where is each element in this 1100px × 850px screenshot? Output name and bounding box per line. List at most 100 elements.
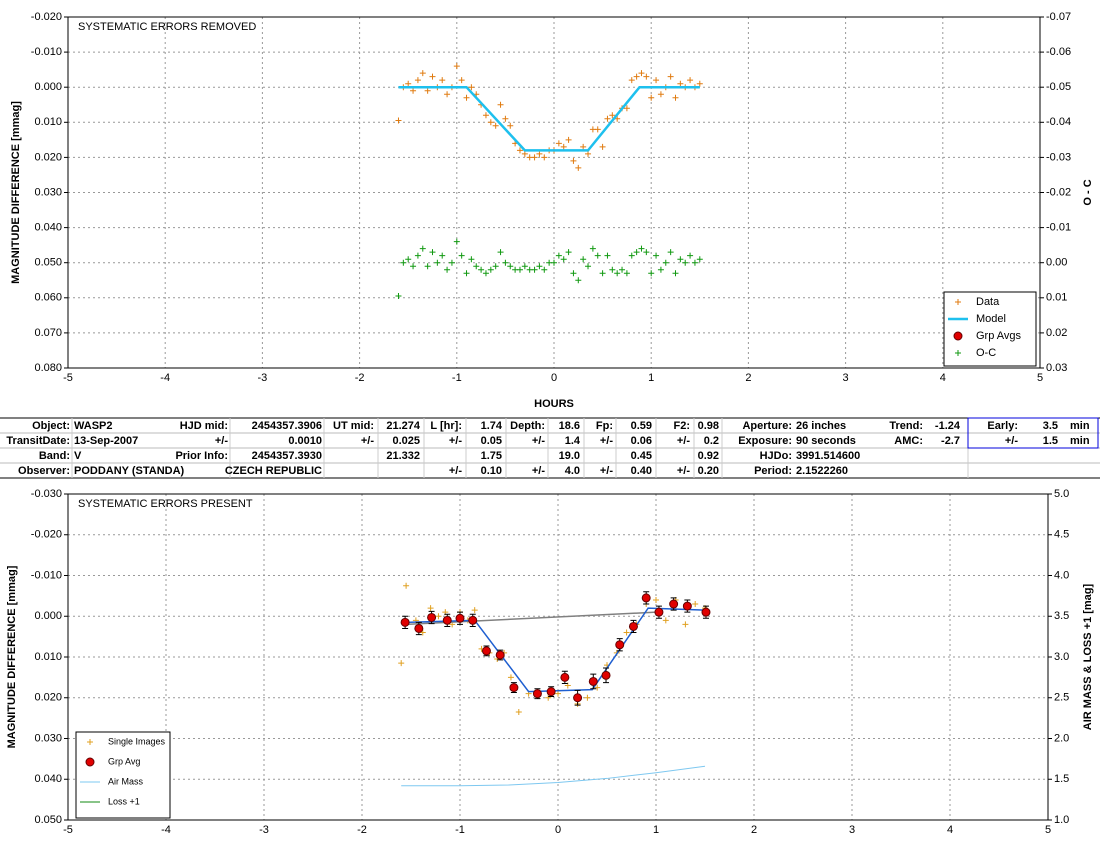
table-cell: 2.1522260: [796, 465, 848, 477]
group-average: [615, 640, 625, 650]
y-tick-label: 0.000: [34, 610, 62, 622]
data-point: [643, 249, 650, 256]
data-point: [419, 245, 426, 252]
data-point: [594, 684, 601, 691]
y-tick-label: -0.020: [31, 529, 62, 541]
group-average: [442, 615, 452, 625]
table-cell: Exposure:: [738, 435, 792, 447]
data-point: [507, 674, 514, 681]
data-point: [487, 266, 494, 273]
data-point: [555, 252, 562, 259]
data-point: [492, 122, 499, 129]
data-point: [531, 154, 538, 161]
data-point: [623, 270, 630, 277]
data-point: [672, 270, 679, 277]
data-point: [604, 115, 611, 122]
legend-label: Air Mass: [108, 776, 144, 786]
table-cell: +/-: [677, 465, 690, 477]
data-point: [541, 266, 548, 273]
data-point: [585, 150, 592, 157]
legend-swatch: [955, 350, 961, 356]
group-average: [682, 601, 692, 611]
table-cell: CZECH REPUBLIC: [225, 465, 322, 477]
data-point: [560, 256, 567, 263]
x-tick-label: 0: [551, 372, 557, 384]
data-point: [565, 136, 572, 143]
table-cell: 0.45: [631, 450, 652, 462]
data-point: [682, 259, 689, 266]
group-average: [588, 676, 598, 686]
data-point: [516, 147, 523, 154]
table-cell: 21.332: [386, 450, 420, 462]
table-cell: Trend:: [889, 420, 923, 432]
data-point: [536, 263, 543, 270]
data-point: [594, 126, 601, 133]
table-cell: 26 inches: [796, 420, 846, 432]
data-point: [570, 157, 577, 164]
y-tick-label: 0.080: [34, 362, 62, 374]
data-point: [458, 77, 465, 84]
data-point: [687, 77, 694, 84]
data-point: [551, 259, 557, 266]
table-cell: Early:: [987, 420, 1018, 432]
data-point: [677, 80, 684, 87]
data-point: [662, 259, 669, 266]
y2-tick-label: 3.5: [1054, 610, 1069, 622]
y-tick-label: 0.030: [34, 732, 62, 744]
x-tick-label: -3: [258, 372, 268, 384]
x-tick-label: 0: [555, 824, 561, 836]
y-tick-label: 0.040: [34, 222, 62, 234]
y2-tick-label: -0.06: [1046, 46, 1071, 58]
data-point: [463, 270, 470, 277]
data-point: [434, 259, 441, 266]
y-tick-label: -0.030: [31, 488, 62, 500]
data-point: [502, 259, 509, 266]
y-tick-label: 0.050: [34, 814, 62, 826]
table-cell: +/-: [532, 465, 545, 477]
table-cell: +/-: [600, 465, 613, 477]
table-cell: Object:: [32, 420, 70, 432]
data-point: [638, 245, 645, 252]
legend-label: Single Images: [108, 736, 166, 746]
table-cell: UT mid:: [333, 420, 374, 432]
y-tick-label: -0.010: [31, 569, 62, 581]
group-average: [654, 607, 664, 617]
y2-axis-label: O - C: [1082, 179, 1094, 205]
data-point: [619, 266, 626, 273]
legend-box: [75, 731, 171, 819]
x-tick-label: -3: [259, 824, 269, 836]
data-point: [653, 596, 659, 603]
x-tick-label: -1: [452, 372, 462, 384]
y-tick-label: 0.010: [34, 116, 62, 128]
table-cell: Aperture:: [742, 420, 792, 432]
data-point: [609, 266, 616, 273]
y2-tick-label: 3.0: [1054, 651, 1069, 663]
data-point: [667, 73, 674, 80]
data-point: [497, 249, 504, 256]
data-point: [463, 94, 470, 101]
x-tick-label: -5: [63, 372, 73, 384]
table-cell: WASP2: [74, 420, 113, 432]
data-point: [453, 238, 460, 245]
table-cell: 1.4: [565, 435, 581, 447]
early-box: [967, 417, 1099, 449]
group-average: [601, 670, 611, 680]
table-cell: 0.06: [631, 435, 652, 447]
data-point: [657, 91, 664, 98]
data-point: [405, 256, 412, 263]
legend-label: Grp Avg: [108, 756, 140, 766]
data-point: [521, 263, 528, 270]
table-cell: 13-Sep-2007: [74, 435, 138, 447]
data-point: [487, 119, 494, 126]
x-tick-label: 3: [843, 372, 849, 384]
data-point: [657, 266, 664, 273]
y2-axis-label: AIR MASS & LOSS +1 [mag]: [1082, 583, 1094, 730]
table-cell: 19.0: [559, 450, 580, 462]
data-point: [424, 263, 431, 270]
table-cell: 0.05: [481, 435, 502, 447]
line-series: [401, 765, 706, 787]
data-point: [653, 77, 660, 84]
data-point: [565, 249, 572, 256]
x-tick-label: -5: [63, 824, 73, 836]
group-average: [509, 683, 519, 693]
